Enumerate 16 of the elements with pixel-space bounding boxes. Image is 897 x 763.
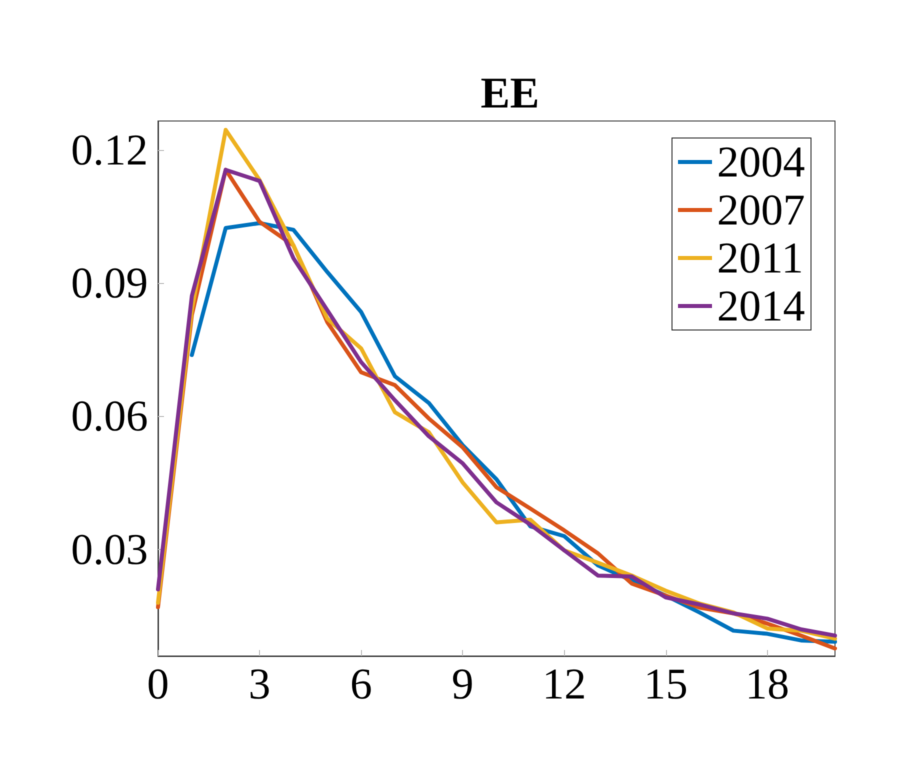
legend-label: 2007 [717, 186, 805, 234]
chart-title: EE [480, 68, 540, 118]
y-tick-label: 0.06 [71, 392, 148, 441]
y-tick-label: 0.12 [71, 125, 148, 174]
y-tick-label: 0.03 [71, 524, 148, 574]
legend-label: 2004 [717, 138, 805, 186]
x-tick-label: 15 [644, 660, 688, 708]
x-tick-label: 12 [542, 660, 586, 708]
legend-label: 2011 [717, 234, 804, 282]
x-tick-label: 18 [745, 660, 790, 708]
y-tick-label: 0.09 [71, 258, 148, 308]
x-tick-label: 9 [452, 660, 474, 708]
x-tick-label: 6 [350, 660, 372, 708]
legend-label: 2014 [717, 282, 805, 330]
x-tick-label: 0 [147, 660, 169, 708]
x-tick-label: 3 [248, 660, 271, 708]
